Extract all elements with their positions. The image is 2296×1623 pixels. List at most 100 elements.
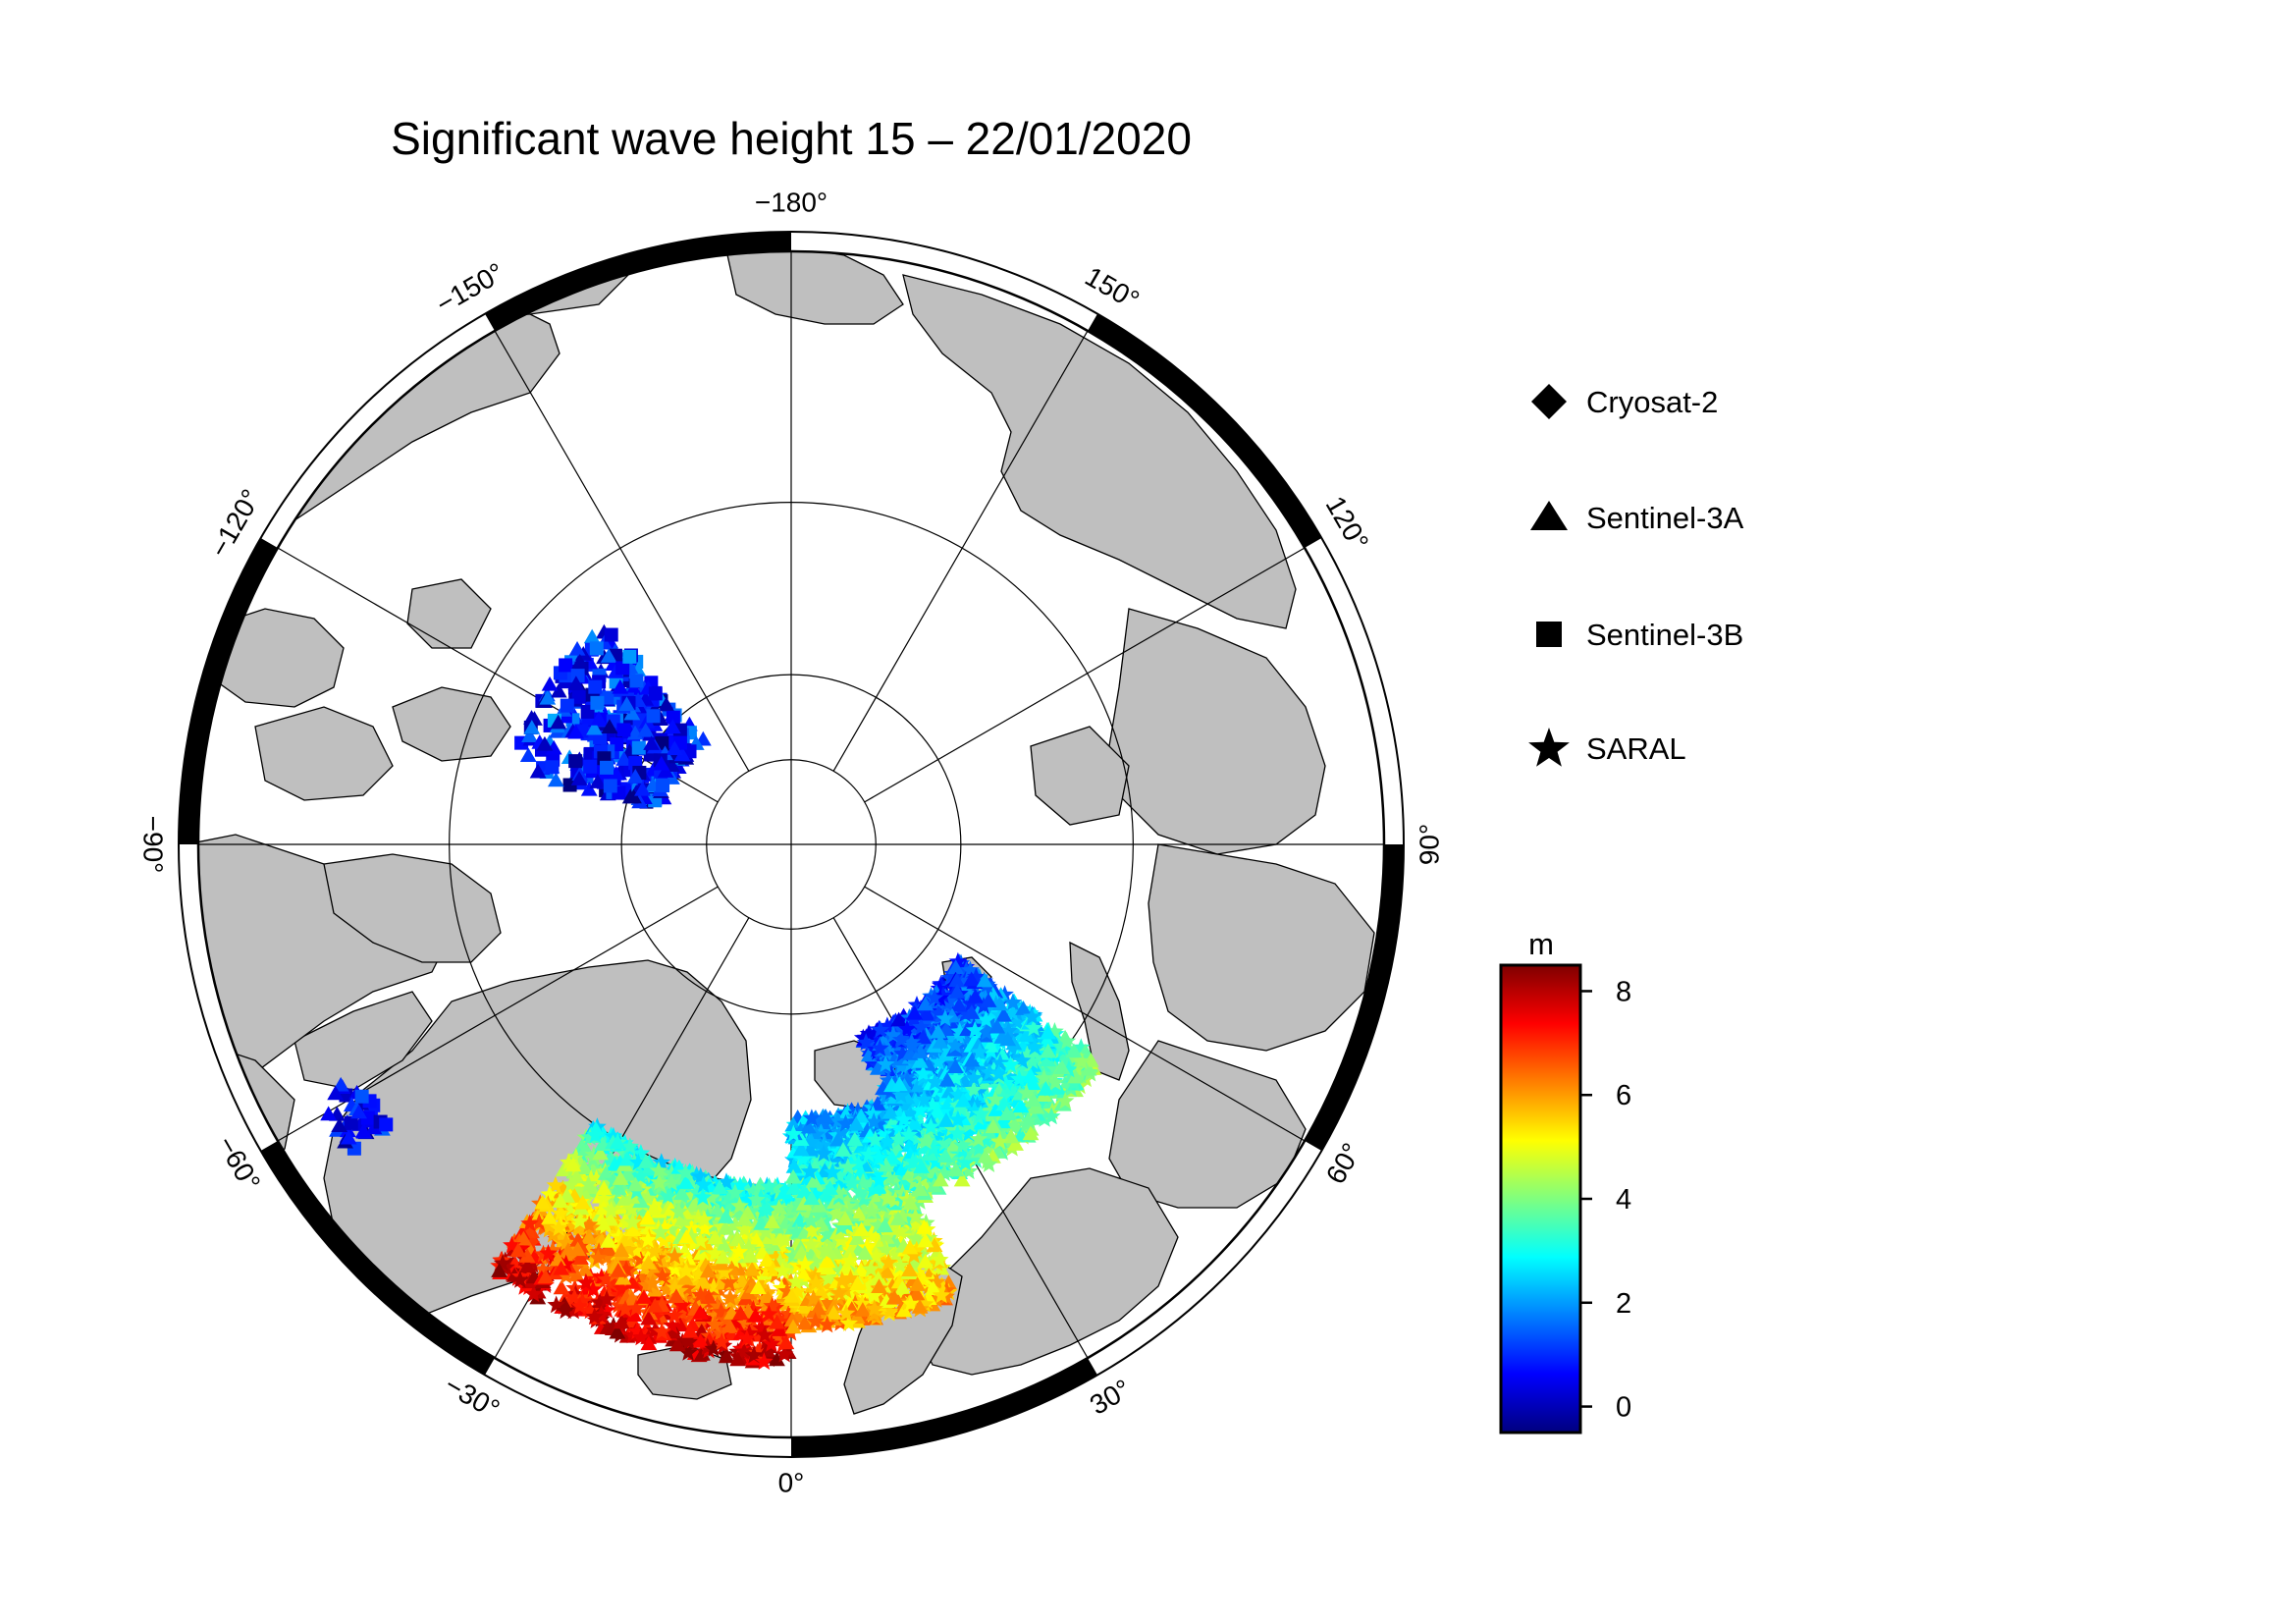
observation-point — [1039, 1032, 1056, 1048]
observation-point — [777, 1247, 796, 1265]
observation-point — [894, 1109, 913, 1128]
observation-point — [848, 1102, 868, 1119]
observation-point — [614, 1270, 632, 1285]
observation-point — [836, 1211, 854, 1225]
observation-point — [539, 689, 557, 705]
observation-point — [651, 1222, 670, 1241]
observation-point — [1003, 1003, 1022, 1021]
observation-point — [534, 1194, 552, 1210]
observation-point — [738, 1304, 758, 1323]
observation-point — [583, 628, 601, 644]
map-border-outer — [178, 231, 1405, 1458]
observation-point — [881, 1104, 899, 1119]
observation-point — [771, 1322, 788, 1336]
observation-point — [583, 759, 598, 774]
observation-point — [820, 1221, 839, 1239]
observation-point — [767, 1194, 786, 1213]
observation-point — [340, 1129, 357, 1145]
observation-point — [640, 1255, 657, 1270]
observation-point — [803, 1190, 821, 1206]
observation-point — [906, 1004, 924, 1020]
observation-point — [816, 1241, 834, 1259]
observation-point — [1012, 1098, 1030, 1113]
observation-point — [954, 1092, 972, 1108]
observation-point — [945, 1036, 965, 1054]
observation-point — [986, 1090, 1005, 1108]
observation-point — [847, 1116, 865, 1131]
observation-point — [523, 720, 541, 734]
observation-point — [747, 1190, 766, 1209]
observation-point — [669, 1202, 688, 1220]
observation-point — [784, 1319, 802, 1334]
observation-point — [576, 1272, 596, 1291]
observation-point — [937, 1112, 955, 1127]
observation-point — [615, 1299, 635, 1318]
observation-point — [795, 1196, 813, 1211]
observation-point — [643, 735, 661, 750]
observation-point — [859, 1145, 879, 1163]
observation-point — [721, 1288, 740, 1306]
observation-point — [950, 997, 968, 1012]
observation-point — [766, 1186, 784, 1204]
observation-point — [669, 1281, 689, 1299]
observation-point — [560, 1248, 578, 1267]
observation-point — [491, 1263, 508, 1277]
land-chukotka — [725, 251, 904, 325]
observation-point — [796, 1254, 815, 1272]
observation-point — [602, 1200, 620, 1218]
observation-point — [520, 1221, 539, 1239]
observation-point — [793, 1150, 813, 1167]
observation-point — [620, 1137, 640, 1155]
observation-point — [901, 1294, 921, 1312]
observation-point — [571, 689, 586, 704]
observation-point — [665, 1180, 684, 1199]
observation-point — [996, 1073, 1015, 1092]
observation-point — [935, 1101, 954, 1118]
observation-point — [573, 1291, 592, 1310]
observation-point — [645, 1242, 664, 1260]
observation-point — [689, 1265, 708, 1283]
observation-point — [748, 1232, 766, 1247]
observation-point — [957, 1106, 976, 1124]
observation-point — [870, 1179, 887, 1194]
observation-point — [976, 989, 995, 1006]
observation-point — [1023, 1007, 1041, 1025]
meridian-line — [864, 547, 1306, 803]
map-title: Significant wave height 15 – 22/01/2020 — [391, 113, 1192, 164]
observation-point — [988, 1102, 1005, 1116]
observation-point — [682, 1185, 702, 1204]
observation-point — [615, 661, 630, 676]
observation-point — [752, 1319, 772, 1336]
observation-point — [581, 1301, 600, 1320]
observation-point — [939, 991, 959, 1009]
observation-point — [831, 1230, 851, 1249]
observation-point — [785, 1179, 803, 1195]
observation-point — [959, 1162, 979, 1180]
observation-point — [871, 1228, 890, 1247]
observation-point — [989, 1064, 1008, 1082]
observation-point — [588, 679, 603, 694]
observation-point — [774, 1344, 794, 1363]
observation-point — [799, 1206, 818, 1223]
observation-point — [580, 781, 598, 796]
observation-point — [621, 788, 639, 804]
observation-point — [646, 1281, 664, 1297]
observation-point — [950, 1021, 969, 1040]
observation-point — [813, 1115, 832, 1134]
observation-point — [812, 1122, 830, 1141]
observation-point — [744, 1345, 764, 1364]
observation-point — [670, 1265, 689, 1283]
observation-point — [793, 1244, 810, 1260]
colorbar-gradient — [1499, 963, 1582, 1434]
observation-point — [550, 682, 567, 698]
observation-point — [537, 1269, 555, 1284]
observation-point — [853, 1028, 873, 1047]
observation-point — [515, 1230, 532, 1246]
observation-point — [730, 1176, 750, 1194]
observation-point — [699, 1263, 717, 1278]
observation-point — [836, 1113, 855, 1132]
observation-point — [864, 1105, 882, 1122]
observation-point — [999, 1021, 1018, 1040]
observation-point — [587, 1228, 606, 1246]
observation-point — [948, 972, 965, 988]
